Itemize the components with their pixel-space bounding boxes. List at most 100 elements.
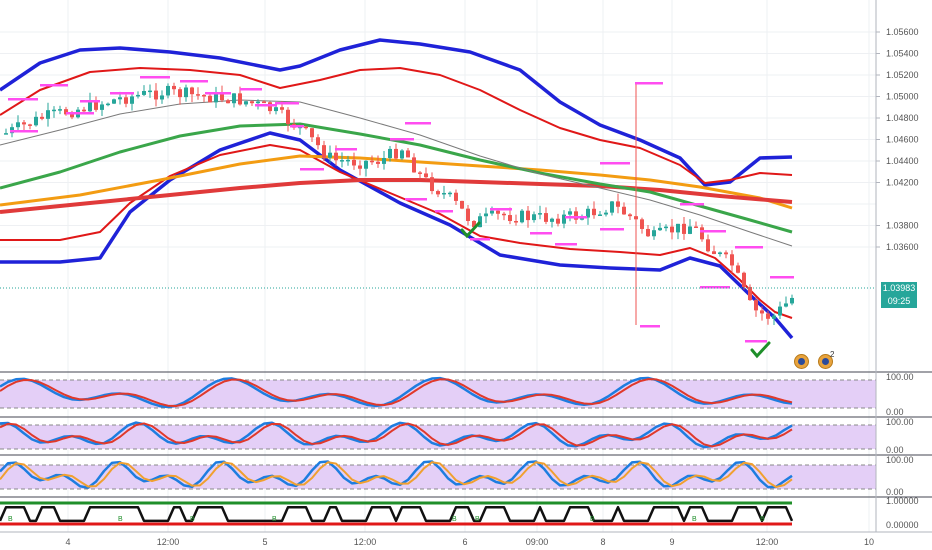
candle — [508, 215, 512, 222]
candle — [670, 226, 674, 233]
candle — [532, 214, 536, 221]
candle — [400, 150, 404, 159]
candle — [778, 306, 782, 316]
candle — [562, 214, 566, 224]
level-mark — [600, 228, 624, 231]
signal-marker-label: B — [760, 516, 765, 523]
time-tick-label: 6 — [462, 537, 467, 547]
osc-bottom-label: 0.00 — [886, 487, 904, 497]
osc-top-label: 100.00 — [886, 417, 914, 427]
level-mark — [745, 340, 767, 343]
candle — [424, 173, 428, 178]
event-flag-group-icon[interactable] — [818, 354, 833, 369]
event-count: 2 — [830, 350, 835, 359]
candle — [28, 124, 32, 126]
candle — [514, 221, 518, 223]
candle — [184, 87, 188, 98]
level-mark — [275, 102, 299, 105]
oscillator-line-2 — [0, 378, 793, 408]
candle — [352, 159, 356, 166]
candle — [304, 126, 308, 129]
oscillator-pane-2: 100.00 0.00 — [0, 416, 932, 455]
candle — [316, 137, 320, 146]
candle — [244, 101, 248, 105]
bar-countdown-label: 09:25 — [881, 295, 917, 308]
candle — [526, 210, 530, 221]
candle — [376, 161, 380, 164]
candle — [460, 200, 464, 209]
lower-inner-band — [0, 144, 793, 319]
candle — [16, 122, 20, 128]
time-tick-label: 8 — [600, 537, 605, 547]
osc-top-label: 1.00000 — [886, 496, 919, 506]
candle — [790, 297, 794, 304]
candle — [310, 128, 314, 138]
candle — [568, 211, 572, 215]
candle — [676, 223, 680, 233]
candle — [730, 254, 734, 266]
osc-bottom-label: 0.00 — [886, 445, 904, 455]
level-mark — [490, 208, 512, 211]
candle — [556, 218, 560, 224]
candle — [604, 212, 608, 215]
candle — [760, 310, 764, 314]
level-mark — [555, 243, 577, 246]
candle — [22, 122, 26, 125]
level-mark — [335, 148, 357, 151]
lower-outer-band — [0, 131, 794, 340]
signal-marker-label: B — [475, 516, 480, 523]
candle — [574, 211, 578, 220]
candle — [124, 97, 128, 104]
candle — [538, 213, 542, 215]
candle — [256, 101, 260, 104]
candle — [418, 172, 422, 174]
candlestick-series — [4, 82, 794, 326]
candle — [226, 100, 230, 104]
candle — [586, 208, 590, 218]
time-axis[interactable]: 4 12:00 5 12:00 6 09:00 8 9 12:00 10 — [0, 531, 932, 547]
candle — [550, 218, 554, 222]
price-tick-label: 1.04400 — [886, 156, 919, 166]
oscillator-line-1 — [0, 460, 793, 489]
level-mark — [405, 122, 431, 125]
level-mark — [10, 130, 38, 133]
level-mark — [770, 276, 794, 279]
candle — [544, 213, 548, 222]
osc-top-label: 100.00 — [886, 372, 914, 382]
candle — [334, 152, 338, 161]
signal-marker-label: B — [8, 516, 13, 523]
osc-bottom-label: 0.00 — [886, 407, 904, 417]
level-mark — [700, 230, 726, 233]
price-pane[interactable] — [0, 38, 794, 359]
candle — [436, 191, 440, 195]
level-mark — [180, 80, 208, 83]
level-mark — [470, 238, 490, 241]
price-axis[interactable]: 1.05600 1.05400 1.05200 1.05000 1.04800 1.046… — [876, 27, 919, 252]
candle — [412, 157, 416, 173]
candle — [478, 216, 482, 228]
checkmark-icon — [460, 221, 481, 239]
candle — [496, 210, 500, 214]
overbought-zone — [0, 465, 876, 489]
overbought-zone — [0, 380, 876, 408]
candle — [154, 90, 158, 100]
chart-grid — [0, 0, 876, 532]
price-tick-label: 1.05400 — [886, 49, 919, 59]
candle — [94, 100, 98, 110]
candle — [454, 192, 458, 201]
oscillator-line-1 — [0, 421, 793, 449]
price-tick-label: 1.03800 — [886, 221, 919, 231]
candle — [742, 272, 746, 288]
candle — [640, 219, 644, 229]
candle — [46, 110, 50, 119]
level-mark — [205, 92, 231, 95]
candle — [82, 109, 86, 112]
oscillator-line-2 — [0, 461, 793, 488]
event-flag-icon[interactable] — [794, 354, 809, 369]
candle — [214, 92, 218, 103]
candle — [88, 100, 92, 112]
level-mark — [140, 76, 170, 79]
candle — [160, 95, 164, 100]
candle — [364, 160, 368, 169]
